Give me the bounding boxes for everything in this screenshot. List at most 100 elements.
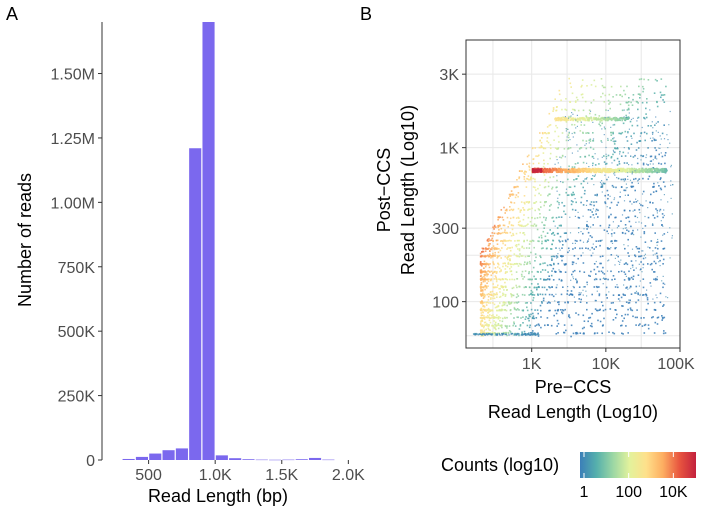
density-point: [499, 232, 502, 235]
density-point: [607, 260, 609, 262]
density-point: [601, 255, 604, 257]
density-point: [594, 164, 597, 166]
density-point: [518, 243, 520, 246]
density-point: [531, 334, 533, 336]
density-point: [479, 255, 482, 258]
density-point: [667, 231, 669, 233]
density-point: [534, 333, 536, 335]
density-point: [578, 232, 580, 234]
density-point: [653, 167, 655, 169]
density-point: [479, 333, 481, 335]
density-point: [607, 154, 610, 157]
density-point: [597, 118, 600, 120]
density-point: [572, 332, 575, 335]
density-point: [560, 156, 563, 159]
density-point: [531, 316, 534, 319]
density-point: [532, 266, 535, 269]
density-point: [498, 267, 501, 270]
density-point: [555, 312, 558, 315]
x-tick-label: 10K: [592, 356, 621, 373]
density-point: [487, 311, 489, 314]
density-point: [547, 141, 550, 144]
density-point: [603, 317, 605, 320]
density-point: [609, 195, 611, 197]
density-point: [499, 224, 501, 227]
bar-1700: [308, 457, 322, 460]
density-point: [639, 293, 641, 295]
density-point: [661, 213, 664, 215]
density-point: [564, 308, 566, 311]
density-point: [560, 117, 563, 119]
density-point: [549, 302, 551, 304]
density-point: [528, 313, 530, 316]
density-point: [479, 329, 482, 332]
density-point: [569, 116, 572, 118]
density-point: [586, 241, 588, 243]
density-point: [614, 257, 616, 259]
density-point: [557, 332, 559, 334]
density-point: [587, 132, 590, 134]
density-point: [604, 182, 606, 185]
density-point: [653, 260, 656, 263]
density-point: [665, 85, 667, 88]
density-point: [515, 194, 518, 196]
density-point: [487, 325, 490, 327]
density-point: [622, 168, 624, 171]
density-point: [480, 288, 482, 290]
density-point: [607, 137, 609, 140]
density-point: [549, 286, 551, 289]
density-point: [552, 176, 555, 178]
density-point: [599, 124, 602, 127]
density-point: [496, 309, 498, 312]
density-point: [628, 128, 630, 130]
density-point: [479, 308, 482, 311]
density-point: [642, 286, 645, 289]
density-point: [582, 252, 584, 254]
density-point: [578, 286, 581, 288]
density-point: [548, 167, 551, 170]
density-point: [529, 278, 531, 281]
density-point: [659, 292, 662, 295]
density-point: [669, 227, 671, 229]
density-point: [501, 278, 504, 280]
density-point: [563, 264, 566, 266]
density-point: [585, 178, 588, 180]
density-point: [663, 330, 665, 332]
density-point: [485, 333, 488, 335]
density-point: [620, 155, 623, 157]
density-point: [480, 269, 483, 271]
density-point: [521, 331, 523, 333]
density-point: [568, 294, 571, 296]
density-point: [544, 235, 547, 238]
density-point: [659, 265, 661, 267]
density-point: [494, 316, 497, 319]
density-point: [526, 333, 529, 335]
density-point: [582, 286, 585, 288]
density-point: [525, 201, 528, 203]
density-point: [663, 214, 665, 217]
density-point: [479, 252, 482, 255]
density-point: [516, 185, 518, 188]
density-point: [513, 321, 515, 323]
density-point: [570, 279, 572, 281]
density-point: [638, 324, 640, 327]
density-point: [584, 178, 586, 180]
density-point: [525, 186, 528, 188]
density-point: [514, 263, 517, 265]
density-point: [546, 302, 549, 304]
density-point: [512, 232, 514, 235]
density-point: [482, 297, 485, 299]
density-point: [517, 333, 519, 335]
density-point: [481, 263, 484, 265]
density-point: [557, 162, 559, 164]
density-point: [636, 141, 638, 144]
density-point: [549, 144, 552, 146]
density-point: [645, 257, 647, 259]
density-point: [593, 248, 595, 250]
density-point: [495, 226, 497, 228]
density-point: [608, 224, 611, 226]
density-point: [645, 293, 648, 296]
density-point: [495, 276, 497, 279]
density-point: [496, 239, 499, 242]
density-point: [621, 109, 624, 112]
